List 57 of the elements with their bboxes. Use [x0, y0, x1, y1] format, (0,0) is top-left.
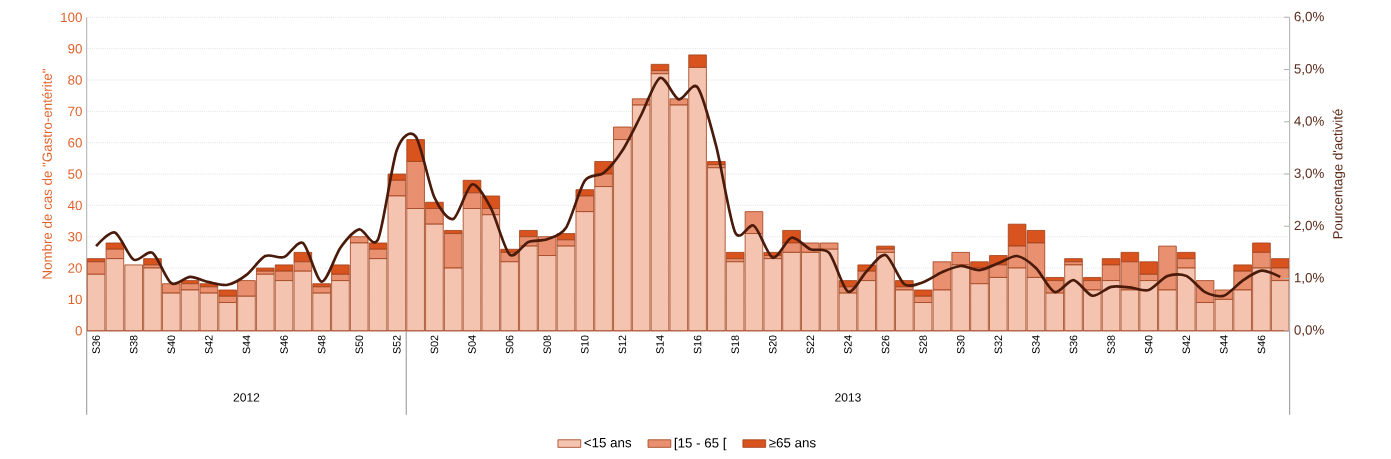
y-tick-label: 40 [67, 200, 82, 211]
x-tick-label: S26 [881, 335, 890, 354]
x-tick-label: S44 [242, 335, 251, 354]
y2-tick-label: 5,0% [1294, 64, 1324, 76]
y2-axis-title: Pourcentage d'activité [1332, 109, 1346, 239]
x-tick-label: S46 [1257, 335, 1266, 354]
y-tick-label: 10 [68, 294, 82, 305]
x-tick-label: S32 [994, 335, 1003, 354]
x-tick-label: S20 [768, 335, 777, 354]
x-tick-label: S38 [129, 335, 138, 354]
x-tick-label: S02 [430, 335, 439, 354]
x-tick-label: S46 [280, 335, 288, 354]
legend-label: ≥65 ans [769, 438, 816, 448]
x-tick-label: S42 [205, 335, 213, 354]
y2-tick-label: 4,0% [1294, 116, 1324, 128]
x-tick-label: S22 [806, 335, 815, 354]
x-tick-label: S18 [731, 335, 739, 354]
x-tick-label: S16 [693, 335, 702, 354]
x-tick-label: S42 [1182, 335, 1191, 354]
y2-tick-label: 2,0% [1294, 220, 1324, 232]
y-tick-label: 50 [68, 169, 82, 179]
y-tick-label: 20 [68, 263, 82, 273]
y-tick-label: 80 [68, 75, 82, 85]
x-tick-label: S24 [844, 335, 852, 354]
x-tick-label: S44 [1220, 335, 1228, 354]
x-tick-label: S30 [956, 335, 965, 354]
y-axis-title: Nombre de cas de "Gastro-entérite" [41, 69, 52, 279]
x-tick-label: S08 [543, 335, 551, 354]
legend-label: [15 - 65 [ [674, 437, 727, 451]
y2-tick-label: 6,0% [1294, 11, 1324, 23]
y-tick-label: 30 [68, 232, 82, 242]
y2-tick-label: 0,0% [1294, 325, 1324, 337]
x-tick-label: S36 [92, 335, 100, 354]
x-tick-label: S36 [1069, 335, 1078, 354]
x-tick-label: S06 [505, 335, 514, 354]
x-tick-label: S10 [581, 335, 589, 354]
y-tick-label: 100 [61, 12, 82, 23]
y2-tick-label: 1,0% [1294, 273, 1324, 285]
x-tick-label: S04 [468, 335, 476, 354]
x-tick-label: S52 [393, 335, 401, 354]
x-tick-label: S34 [1032, 335, 1040, 354]
y2-tick-label: 3,0% [1294, 168, 1324, 180]
x-tick-label: S40 [1144, 335, 1153, 354]
x-tick-label: S40 [167, 335, 176, 354]
x-tick-label: S50 [355, 335, 364, 354]
y-tick-label: 60 [68, 138, 82, 148]
x-tick-label: S14 [656, 335, 664, 354]
x-tick-label: S12 [618, 335, 627, 354]
y-tick-label: 90 [68, 44, 82, 54]
x-tick-label: S48 [317, 335, 326, 354]
y-tick-label: 0 [75, 326, 82, 336]
y-tick-label: 70 [68, 106, 82, 117]
text: 2013 [835, 393, 861, 402]
legend-label: <15 ans [584, 438, 632, 448]
text: 2012 [233, 393, 260, 402]
x-tick-label: S28 [919, 335, 927, 354]
x-tick-label: S38 [1107, 335, 1115, 354]
